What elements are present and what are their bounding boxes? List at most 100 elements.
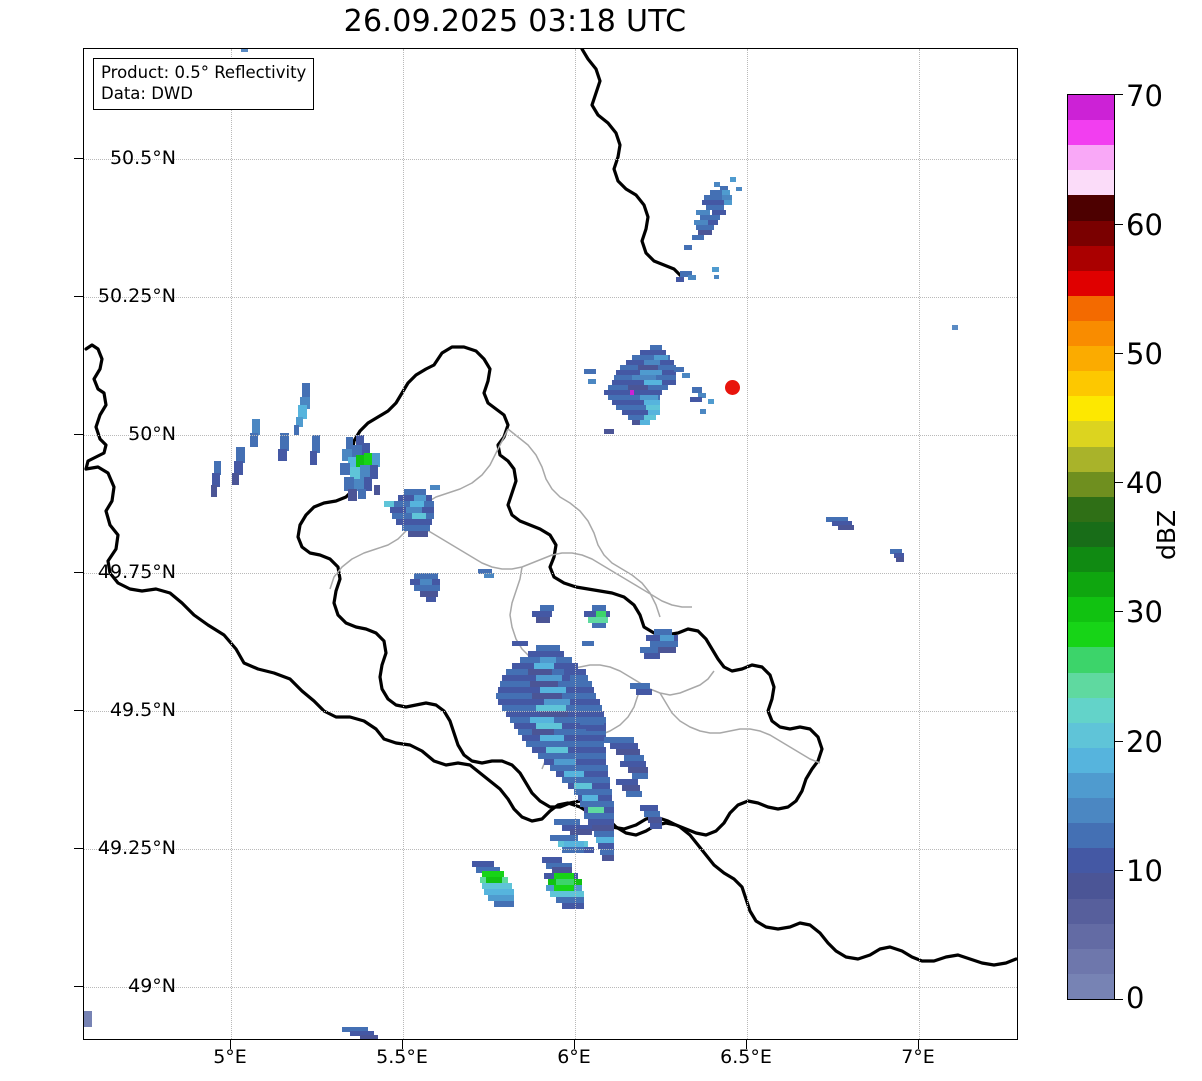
colorbar-band-32: [1068, 898, 1114, 924]
colorbar-band-5: [1068, 220, 1114, 246]
colorbar-band-8: [1068, 295, 1114, 321]
gridline-lat-49-75: [84, 573, 1017, 574]
colorbar-band-0: [1068, 95, 1114, 121]
echo-bottom-streak: [84, 1011, 378, 1039]
product-info-box: Product: 0.5° Reflectivity Data: DWD: [93, 58, 315, 111]
colorbar-band-11: [1068, 371, 1114, 397]
colorbar-band-15: [1068, 471, 1114, 497]
colorbar-band-6: [1068, 245, 1114, 271]
ytick-mark-49: [74, 986, 83, 987]
cbar-label-0: 0: [1126, 981, 1145, 1015]
gridline-lon-5-5: [403, 49, 404, 1039]
xtick-mark-6-5: [746, 1040, 747, 1049]
colorbar-band-20: [1068, 597, 1114, 623]
colorbar-band-12: [1068, 396, 1114, 422]
gridline-lat-50-5: [84, 159, 1017, 160]
echo-cluster-midwest-lux: [410, 573, 440, 602]
colorbar-band-34: [1068, 948, 1114, 974]
colorbar-band-26: [1068, 747, 1114, 773]
radar-echo-layer: [84, 49, 958, 1039]
gridline-lat-50-25: [84, 297, 1017, 298]
cbar-label-50: 50: [1126, 337, 1163, 371]
ytick-label-49-5: 49.5°N: [109, 699, 176, 721]
data-source-line: Data: DWD: [101, 83, 193, 103]
colorbar-band-19: [1068, 572, 1114, 598]
gridline-lon-7: [919, 49, 920, 1039]
gridline-lon-6: [575, 49, 576, 1039]
radar-site-marker[interactable]: [725, 380, 740, 395]
internal-boundaries: [329, 428, 821, 770]
colorbar-band-30: [1068, 848, 1114, 874]
xtick-mark-6: [574, 1040, 575, 1049]
echo-cluster-south-scatter: [472, 819, 594, 909]
cbar-tick-70: [1115, 94, 1123, 95]
xtick-mark-5: [230, 1040, 231, 1049]
colorbar-band-9: [1068, 320, 1114, 347]
xtick-label-7: 7°E: [901, 1046, 935, 1068]
colorbar-band-7: [1068, 270, 1114, 296]
cbar-tick-10: [1115, 870, 1123, 871]
colorbar-band-1: [1068, 120, 1114, 146]
luxembourg-national-border: [296, 345, 824, 837]
colorbar-band-35: [1068, 973, 1114, 999]
reflectivity-colorbar: [1067, 94, 1115, 1000]
colorbar-band-13: [1068, 421, 1114, 447]
colorbar-band-27: [1068, 772, 1114, 799]
echo-cluster-northwest-lux: [384, 485, 440, 537]
ytick-mark-50-5: [74, 158, 83, 159]
colorbar-unit-label: dBZ: [1152, 509, 1181, 560]
colorbar-band-21: [1068, 622, 1114, 648]
echo-cluster-central-lux: [478, 569, 678, 861]
colorbar-band-28: [1068, 798, 1114, 824]
colorbar-band-14: [1068, 446, 1114, 472]
colorbar-band-29: [1068, 823, 1114, 849]
colorbar-band-23: [1068, 672, 1114, 698]
colorbar-band-3: [1068, 170, 1114, 196]
cbar-label-20: 20: [1126, 725, 1163, 759]
echo-cluster-east-outlier: [826, 517, 904, 562]
cbar-tick-60: [1115, 224, 1123, 225]
ytick-mark-49-5: [74, 710, 83, 711]
cbar-label-60: 60: [1126, 208, 1163, 242]
echo-cluster-northeast-upper: [684, 177, 742, 250]
cbar-tick-50: [1115, 353, 1123, 354]
colorbar-band-4: [1068, 195, 1114, 221]
ytick-mark-50-25: [74, 296, 83, 297]
colorbar-band-24: [1068, 697, 1114, 723]
cbar-label-10: 10: [1126, 854, 1163, 888]
cbar-label-30: 30: [1126, 595, 1163, 629]
ytick-label-49-25: 49.25°N: [97, 837, 176, 859]
gridline-lat-50: [84, 435, 1017, 436]
national-borders: [84, 343, 1017, 967]
cbar-tick-40: [1115, 482, 1123, 483]
ytick-mark-49-25: [74, 848, 83, 849]
echo-cluster-northeast-main: [584, 345, 714, 434]
gridline-lat-49: [84, 987, 1017, 988]
colorbar-band-18: [1068, 546, 1114, 573]
cbar-tick-30: [1115, 611, 1123, 612]
colorbar-band-22: [1068, 647, 1114, 673]
ytick-label-50-5: 50.5°N: [109, 147, 176, 169]
xtick-mark-7: [918, 1040, 919, 1049]
gridline-lon-6-5: [747, 49, 748, 1039]
colorbar-band-33: [1068, 923, 1114, 949]
echo-cluster-west-scatter: [211, 383, 380, 501]
colorbar-band-16: [1068, 496, 1114, 522]
ytick-label-50-25: 50.25°N: [97, 285, 176, 307]
ytick-label-49-75: 49.75°N: [97, 561, 176, 583]
page-title: 26.09.2025 03:18 UTC: [343, 4, 687, 39]
colorbar-band-2: [1068, 145, 1114, 171]
cbar-label-70: 70: [1126, 79, 1163, 113]
cbar-label-40: 40: [1126, 466, 1163, 500]
gridline-lat-49-25: [84, 849, 1017, 850]
xtick-label-6: 6°E: [557, 1046, 591, 1068]
colorbar-band-31: [1068, 873, 1114, 899]
gridline-lon-5: [231, 49, 232, 1039]
ytick-label-50: 50°N: [128, 423, 176, 445]
cbar-tick-20: [1115, 741, 1123, 742]
colorbar-band-10: [1068, 346, 1114, 372]
ytick-label-49: 49°N: [128, 975, 176, 997]
radar-map-plot: [83, 48, 1018, 1040]
map-geometry-layer: [84, 49, 1017, 1039]
ytick-mark-50: [74, 434, 83, 435]
